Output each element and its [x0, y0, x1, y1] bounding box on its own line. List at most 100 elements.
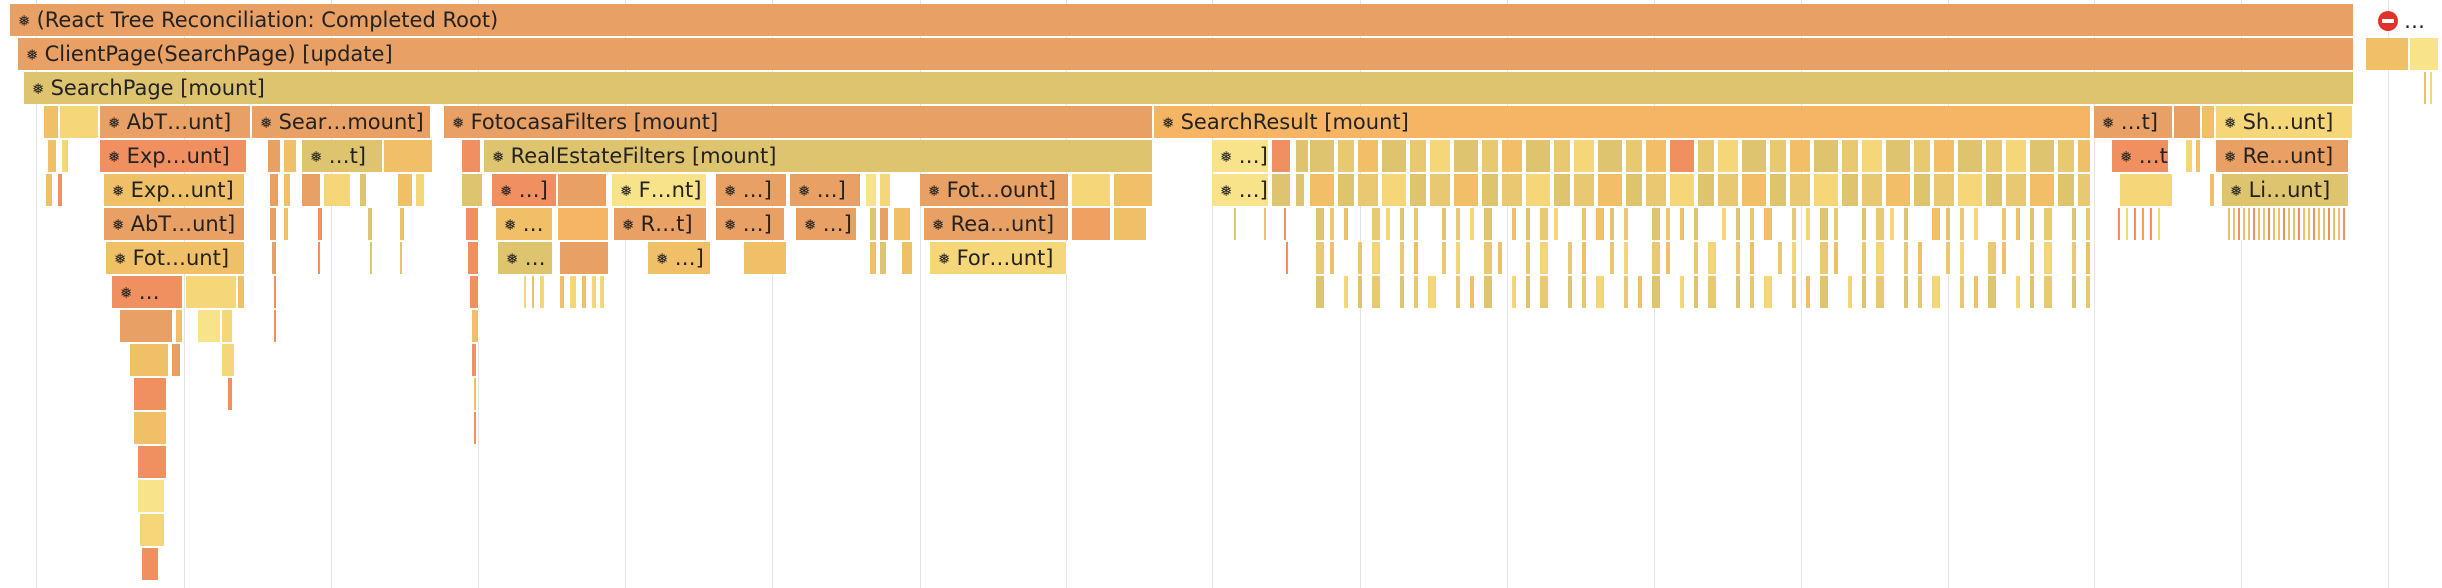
- flame-bar[interactable]: [324, 174, 352, 206]
- flame-bar[interactable]: [1072, 174, 1112, 206]
- flame-bar[interactable]: [1670, 140, 1696, 172]
- flame-bar[interactable]: ❅ Li…unt]: [2222, 174, 2350, 206]
- flame-bar[interactable]: [1512, 276, 1518, 308]
- flame-bar[interactable]: ❅ …t]: [2112, 140, 2170, 172]
- flame-bar[interactable]: [2283, 208, 2287, 240]
- flame-bar[interactable]: [2343, 208, 2347, 240]
- flame-bar[interactable]: [2030, 276, 2036, 308]
- flame-bar[interactable]: [2016, 208, 2022, 240]
- flame-bar[interactable]: [134, 412, 168, 444]
- flame-bar[interactable]: [1820, 276, 1830, 308]
- flame-bar[interactable]: [1596, 276, 1606, 308]
- flame-bar[interactable]: [1498, 242, 1504, 274]
- flame-bar[interactable]: [1742, 174, 1768, 206]
- flame-bar[interactable]: [2078, 174, 2092, 206]
- flame-bar[interactable]: [1358, 174, 1380, 206]
- flame-bar[interactable]: [524, 276, 528, 308]
- flame-bar[interactable]: [2150, 208, 2154, 240]
- flame-bar[interactable]: [880, 174, 892, 206]
- flame-bar[interactable]: [592, 276, 598, 308]
- flame-bar[interactable]: [560, 276, 566, 308]
- flame-bar[interactable]: [2006, 140, 2028, 172]
- flame-bar[interactable]: [1708, 276, 1718, 308]
- flame-bar[interactable]: [582, 276, 588, 308]
- flame-bar[interactable]: [2210, 174, 2216, 206]
- flame-bar[interactable]: [1410, 140, 1428, 172]
- flame-bar[interactable]: [2338, 208, 2342, 240]
- flame-bar[interactable]: [1862, 276, 1868, 308]
- flame-bar[interactable]: [1598, 174, 1624, 206]
- flame-bar[interactable]: ❅ …]: [492, 174, 558, 206]
- flame-bar[interactable]: [558, 174, 608, 206]
- flame-bar[interactable]: [2248, 208, 2252, 240]
- flame-bar[interactable]: [1718, 174, 1740, 206]
- flame-bar[interactable]: [1666, 242, 1672, 274]
- flame-bar[interactable]: [1114, 208, 1148, 240]
- flame-bar[interactable]: [2263, 208, 2267, 240]
- flame-bar-client-page[interactable]: ❅ ClientPage(SearchPage) [update]: [18, 38, 2355, 70]
- flame-bar[interactable]: [1918, 242, 1924, 274]
- flame-bar[interactable]: [238, 276, 246, 308]
- flame-bar[interactable]: [318, 208, 324, 240]
- flame-bar[interactable]: [284, 174, 292, 206]
- flame-bar[interactable]: [1428, 276, 1438, 308]
- flame-bar[interactable]: ❅ …]: [796, 208, 858, 240]
- flame-bar[interactable]: [560, 242, 610, 274]
- flame-bar[interactable]: [62, 140, 70, 172]
- flame-bar[interactable]: [870, 208, 878, 240]
- flame-bar[interactable]: [1114, 174, 1154, 206]
- flame-bar[interactable]: [1842, 140, 1860, 172]
- flame-bar[interactable]: [1234, 208, 1238, 240]
- flame-bar[interactable]: [1764, 276, 1774, 308]
- flame-bar[interactable]: [894, 208, 912, 240]
- flame-bar[interactable]: [2202, 106, 2216, 138]
- flame-bar[interactable]: [2318, 208, 2322, 240]
- flame-bar[interactable]: [1960, 276, 1966, 308]
- flame-bar[interactable]: [1526, 174, 1552, 206]
- flame-bar[interactable]: [1574, 140, 1596, 172]
- flame-bar[interactable]: [140, 514, 166, 546]
- flame-bar[interactable]: [134, 378, 168, 410]
- flame-bar[interactable]: [1876, 242, 1886, 274]
- flame-bar[interactable]: [1454, 174, 1480, 206]
- flame-bar[interactable]: ❅ AbT…unt]: [100, 106, 252, 138]
- flame-bar[interactable]: [222, 310, 234, 342]
- flame-bar[interactable]: [558, 208, 610, 240]
- flame-bar[interactable]: [472, 344, 478, 376]
- flame-bar[interactable]: [2303, 208, 2307, 240]
- flame-bar[interactable]: [1886, 174, 1912, 206]
- flame-bar[interactable]: [1554, 174, 1572, 206]
- flame-bar[interactable]: [1470, 208, 1476, 240]
- flame-bar[interactable]: [2086, 276, 2092, 308]
- flame-bar[interactable]: [1338, 140, 1356, 172]
- flame-bar[interactable]: [2030, 242, 2036, 274]
- flame-bar[interactable]: [1814, 140, 1840, 172]
- flame-bar[interactable]: [2273, 208, 2277, 240]
- flame-bar-root[interactable]: ❅ (React Tree Reconciliation: Completed R…: [10, 4, 2355, 36]
- flame-bar[interactable]: [2030, 140, 2056, 172]
- flame-bar[interactable]: [222, 344, 236, 376]
- flame-bar[interactable]: [1718, 140, 1740, 172]
- flame-bar[interactable]: [474, 412, 478, 444]
- flame-bar[interactable]: ❅ Rea…unt]: [924, 208, 1070, 240]
- flame-bar[interactable]: [1960, 242, 1966, 274]
- flame-bar[interactable]: [1540, 276, 1550, 308]
- flame-bar[interactable]: [1372, 276, 1382, 308]
- flame-bar[interactable]: [1482, 140, 1500, 172]
- flame-bar[interactable]: [1694, 208, 1700, 240]
- flame-bar[interactable]: [1264, 208, 1268, 240]
- flame-bar[interactable]: [462, 174, 484, 206]
- flame-bar[interactable]: [1502, 174, 1524, 206]
- flame-bar[interactable]: [1610, 242, 1616, 274]
- flame-bar[interactable]: [1272, 140, 1292, 172]
- flame-bar[interactable]: [1410, 174, 1428, 206]
- flame-bar[interactable]: [1904, 242, 1910, 274]
- flame-bar[interactable]: ❅ …]: [1212, 174, 1270, 206]
- flame-bar[interactable]: [1296, 174, 1306, 206]
- flame-bar[interactable]: [48, 140, 58, 172]
- flame-bar[interactable]: [1820, 208, 1830, 240]
- flame-bar[interactable]: [1806, 208, 1812, 240]
- flame-bar[interactable]: [1310, 140, 1336, 172]
- flame-bar[interactable]: [2424, 72, 2428, 104]
- flame-bar[interactable]: [1792, 208, 1798, 240]
